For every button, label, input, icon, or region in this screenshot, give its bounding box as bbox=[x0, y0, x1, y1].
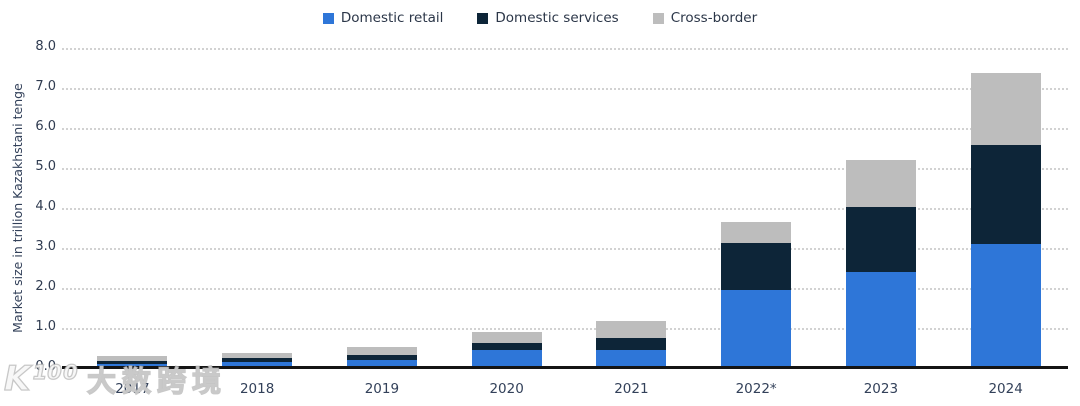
legend: Domestic retail Domestic services Cross-bo… bbox=[0, 10, 1080, 26]
bar-segment-2024-cross-border[interactable] bbox=[970, 72, 1041, 145]
legend-swatch-icon bbox=[477, 12, 489, 24]
x-tick-label: 2020 bbox=[489, 381, 524, 397]
x-tick-label: 2017 bbox=[115, 381, 150, 397]
legend-item-cross-border[interactable]: Cross-border bbox=[652, 10, 758, 26]
y-tick-label: 2.0 bbox=[35, 279, 56, 294]
x-tick-label: 2024 bbox=[988, 381, 1023, 397]
y-tick-label: 8.0 bbox=[35, 39, 56, 54]
bar-segment-2018-domestic-retail[interactable] bbox=[222, 362, 293, 368]
bar-segment-2021-domestic-retail[interactable] bbox=[596, 350, 667, 368]
x-axis-line bbox=[62, 366, 1068, 369]
bar-segment-2022-domestic-services[interactable] bbox=[721, 242, 792, 290]
legend-label: Cross-border bbox=[670, 10, 758, 26]
bar-segment-2024-domestic-retail[interactable] bbox=[970, 244, 1041, 368]
bar-segment-2020-domestic-services[interactable] bbox=[471, 342, 542, 350]
legend-item-domestic-services[interactable]: Domestic services bbox=[477, 10, 619, 26]
bar-segment-2018-cross-border[interactable] bbox=[222, 352, 293, 358]
bar-segment-2023-domestic-retail[interactable] bbox=[845, 272, 916, 368]
bar-segment-2017-cross-border[interactable] bbox=[97, 355, 168, 361]
x-tick-label: 2019 bbox=[364, 381, 400, 397]
gridline bbox=[62, 248, 1068, 250]
gridline bbox=[62, 48, 1068, 50]
bar-segment-2022-domestic-retail[interactable] bbox=[721, 290, 792, 368]
bar-segment-2019-cross-border[interactable] bbox=[346, 347, 417, 356]
bar-segment-2018-domestic-services[interactable] bbox=[222, 358, 293, 362]
y-tick-label: 5.0 bbox=[35, 159, 56, 174]
gridline bbox=[62, 328, 1068, 330]
gridline bbox=[62, 168, 1068, 170]
x-tick-label: 2023 bbox=[863, 381, 899, 397]
gridline bbox=[62, 208, 1068, 210]
y-tick-label: 3.0 bbox=[35, 239, 56, 254]
bar-segment-2017-domestic-services[interactable] bbox=[97, 360, 168, 364]
y-tick-label: 1.0 bbox=[35, 319, 56, 334]
bar-segment-2024-domestic-services[interactable] bbox=[970, 144, 1041, 244]
gridline bbox=[62, 288, 1068, 290]
y-tick-label: 4.0 bbox=[35, 199, 56, 214]
bar-segment-2021-cross-border[interactable] bbox=[596, 320, 667, 338]
x-tick-label: 2022* bbox=[735, 381, 777, 397]
bar-segment-2022-cross-border[interactable] bbox=[721, 222, 792, 243]
bar-segment-2021-domestic-services[interactable] bbox=[596, 337, 667, 350]
legend-swatch-icon bbox=[322, 12, 334, 24]
bar-segment-2023-domestic-services[interactable] bbox=[845, 207, 916, 272]
y-tick-label: 6.0 bbox=[35, 119, 56, 134]
y-tick-label: 7.0 bbox=[35, 79, 56, 94]
bar-segment-2023-cross-border[interactable] bbox=[845, 160, 916, 208]
bar-segment-2019-domestic-retail[interactable] bbox=[346, 360, 417, 368]
x-tick-label: 2018 bbox=[239, 381, 275, 397]
gridline bbox=[62, 88, 1068, 90]
bar-segment-2020-domestic-retail[interactable] bbox=[471, 350, 542, 368]
bar-segment-2019-domestic-services[interactable] bbox=[346, 355, 417, 360]
legend-label: Domestic services bbox=[495, 10, 619, 26]
gridline bbox=[62, 128, 1068, 130]
legend-item-domestic-retail[interactable]: Domestic retail bbox=[322, 10, 444, 26]
y-tick-label: 0.0 bbox=[35, 359, 56, 374]
legend-label: Domestic retail bbox=[340, 10, 444, 26]
legend-swatch-icon bbox=[652, 12, 664, 24]
bar-segment-2020-cross-border[interactable] bbox=[471, 331, 542, 343]
x-tick-label: 2021 bbox=[614, 381, 649, 397]
